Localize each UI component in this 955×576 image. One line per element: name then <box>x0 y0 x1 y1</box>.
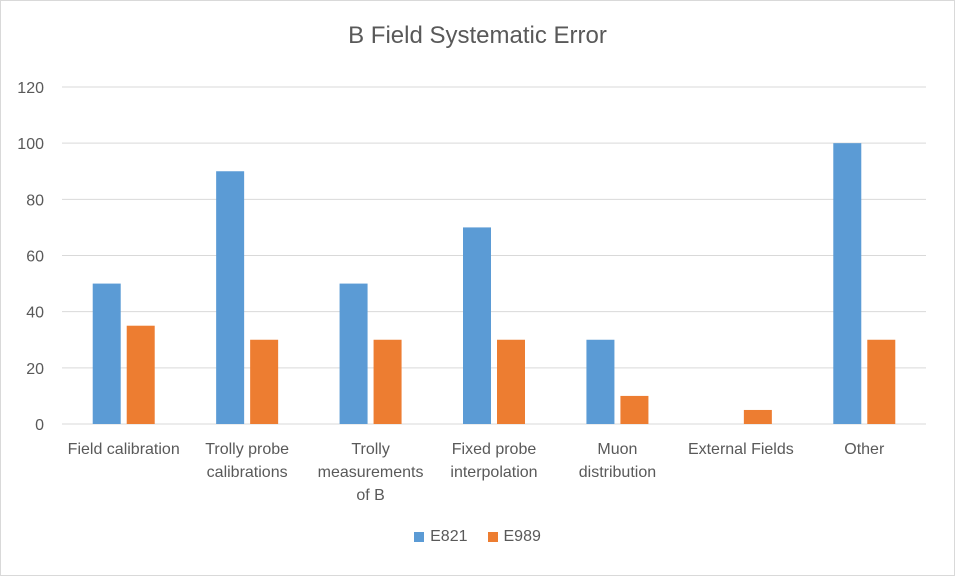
bar-e989 <box>497 339 525 424</box>
x-tick-label: Trolly probe calibrations <box>205 441 289 481</box>
x-tick-label-line: Trolly probe <box>205 441 289 458</box>
legend: E821 E989 <box>0 528 955 546</box>
legend-swatch <box>487 532 498 542</box>
legend-label: E989 <box>503 528 541 545</box>
bar-e989 <box>743 409 772 424</box>
legend-item-e821: E821 <box>414 528 468 546</box>
x-tick-label-line: Fixed probe <box>452 441 537 458</box>
legend-item-e989: E989 <box>487 528 541 546</box>
x-tick-label: External Fields <box>688 441 794 458</box>
x-tick-label: Trolly measurements of B <box>318 441 424 504</box>
x-tick-label: Fixed probe interpolation <box>450 441 537 481</box>
bar-e821 <box>339 283 368 424</box>
x-tick-label-line: Muon <box>597 441 637 458</box>
bar-e989 <box>867 339 896 424</box>
bar-e821 <box>586 339 615 424</box>
y-tick-label: 60 <box>26 249 44 266</box>
legend-swatch <box>414 532 425 542</box>
x-tick-label-line: of B <box>356 487 384 504</box>
bar-e989 <box>620 395 649 424</box>
chart-title: B Field Systematic Error <box>348 22 607 49</box>
y-tick-label: 20 <box>26 361 44 378</box>
x-tick-label-line: measurements <box>318 464 424 481</box>
bar-e821 <box>92 283 121 424</box>
x-tick-label-line: distribution <box>579 464 656 481</box>
bar-e821 <box>216 171 245 424</box>
bar-e821 <box>463 227 491 424</box>
x-tick-label-line: Other <box>844 441 885 458</box>
x-tick-label-line: calibrations <box>207 464 288 481</box>
y-tick-label: 120 <box>17 80 44 97</box>
legend-label: E821 <box>430 528 468 545</box>
bar-e989 <box>250 339 279 424</box>
bar-e989 <box>126 325 155 424</box>
y-tick-label: 40 <box>26 305 44 322</box>
x-tick-label: Other <box>844 441 885 458</box>
bar-e821 <box>833 143 862 424</box>
x-tick-label-line: interpolation <box>450 464 537 481</box>
x-tick-label-line: Trolly <box>351 441 390 458</box>
y-tick-label: 80 <box>26 192 44 209</box>
y-tick-label: 0 <box>35 417 44 434</box>
x-tick-label: Muon distribution <box>579 441 656 481</box>
bar-e989 <box>373 339 402 424</box>
x-tick-label-line: Field calibration <box>68 441 180 458</box>
x-tick-label-line: External Fields <box>688 441 794 458</box>
x-tick-label: Field calibration <box>68 441 180 458</box>
y-tick-label: 100 <box>17 136 44 153</box>
